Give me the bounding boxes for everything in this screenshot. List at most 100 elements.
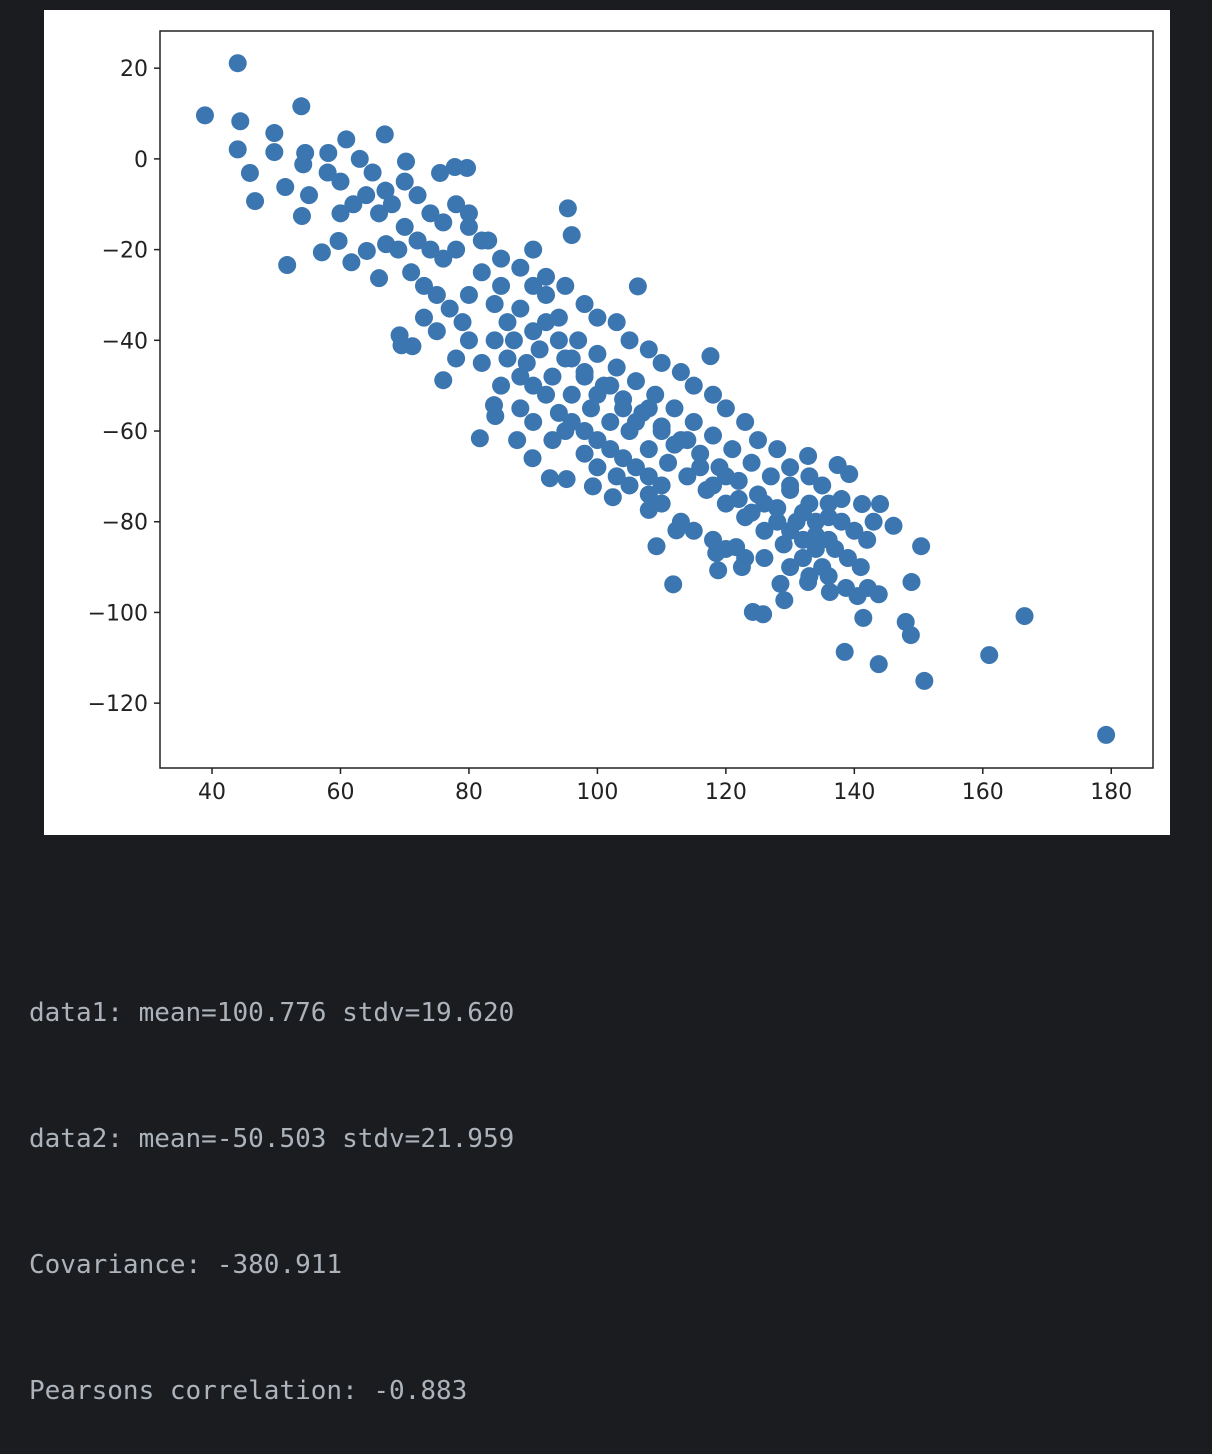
scatter-point — [421, 240, 440, 259]
scatter-point — [265, 143, 284, 162]
scatter-point — [869, 655, 888, 674]
scatter-point — [459, 285, 478, 304]
scatter-point — [569, 331, 588, 350]
scatter-point — [742, 503, 761, 522]
scatter-point — [511, 258, 530, 277]
scatter-point — [472, 231, 491, 250]
scatter-point — [300, 186, 319, 205]
scatter-point — [915, 671, 934, 690]
scatter-point — [723, 440, 742, 459]
scatter-point — [312, 243, 331, 262]
scatter-point — [492, 276, 511, 295]
scatter-point — [781, 458, 800, 477]
scatter-point — [871, 495, 890, 514]
scatter-point — [620, 331, 639, 350]
scatter-point — [793, 549, 812, 568]
scatter-point — [459, 331, 478, 350]
scatter-point — [1097, 725, 1116, 744]
scatter-point — [292, 207, 311, 226]
scatter-point — [562, 226, 581, 245]
scatter-point — [511, 367, 530, 386]
scatter-point — [575, 295, 594, 314]
scatter-point — [557, 470, 576, 489]
scatter-point — [858, 530, 877, 549]
scatter-point — [492, 249, 511, 268]
scatter-point — [652, 353, 671, 372]
scatter-point — [736, 412, 755, 431]
scatter-point — [431, 163, 450, 182]
scatter-point — [389, 240, 408, 259]
scatter-point — [294, 155, 313, 174]
scatter-point — [781, 558, 800, 577]
scatter-point — [761, 467, 780, 486]
y-tick-label: −80 — [102, 511, 148, 536]
scatter-point — [447, 349, 466, 368]
scatter-point — [646, 385, 665, 404]
scatter-point — [701, 347, 720, 366]
x-tick-label: 160 — [962, 780, 1004, 805]
scatter-point — [620, 476, 639, 495]
x-tick-label: 40 — [198, 780, 226, 805]
scatter-point — [704, 530, 723, 549]
scatter-plot: 40 60 80 100 120 140 160 180 200−20−40−60−80−10… — [88, 30, 1154, 805]
scatter-point — [434, 371, 453, 390]
scatter-point — [652, 476, 671, 495]
scatter-point — [709, 561, 728, 580]
scatter-point — [671, 512, 690, 531]
scatter-point — [537, 385, 556, 404]
scatter-point — [575, 367, 594, 386]
scatter-point — [524, 376, 543, 395]
scatter-point — [774, 535, 793, 554]
scatter-point — [524, 240, 543, 259]
scatter-point — [755, 549, 774, 568]
points-layer — [195, 54, 1116, 744]
scatter-point — [684, 521, 703, 540]
scatter-point — [562, 349, 581, 368]
scatter-point — [819, 567, 838, 586]
scatter-point — [626, 412, 645, 431]
scatter-point — [639, 340, 658, 359]
scatter-point — [440, 299, 459, 318]
scatter-point — [453, 313, 472, 332]
scatter-point — [421, 204, 440, 223]
scatter-point — [329, 231, 348, 250]
scatter-point — [820, 583, 839, 602]
scatter-point — [691, 458, 710, 477]
scatter-point — [755, 494, 774, 513]
scatter-point — [704, 385, 723, 404]
scatter-point — [626, 458, 645, 477]
x-tick-label: 140 — [833, 780, 875, 805]
scatter-point — [742, 453, 761, 472]
scatter-point — [626, 372, 645, 391]
scatter-point — [639, 399, 658, 418]
scatter-point — [684, 412, 703, 431]
scatter-point — [832, 512, 851, 531]
scatter-point — [838, 549, 857, 568]
scatter-point — [800, 467, 819, 486]
scatter-point — [376, 181, 395, 200]
y-tick-label: −40 — [102, 329, 148, 354]
scatter-point — [601, 440, 620, 459]
y-tick-label: −120 — [88, 692, 148, 717]
y-tick-label: 0 — [134, 148, 148, 173]
x-tick-label: 120 — [705, 780, 747, 805]
scatter-point — [854, 608, 873, 627]
scatter-point — [755, 521, 774, 540]
output-line-correlation: Pearsons correlation: -0.883 — [29, 1376, 468, 1406]
scatter-point — [614, 449, 633, 468]
scatter-point — [840, 465, 859, 484]
scatter-point — [530, 340, 549, 359]
scatter-point — [537, 267, 556, 286]
scatter-point — [508, 431, 527, 450]
scatter-point — [647, 537, 666, 556]
scatter-point — [884, 516, 903, 535]
scatter-point — [902, 573, 921, 592]
scatter-point — [492, 376, 511, 395]
scatter-point — [736, 549, 755, 568]
scatter-point — [357, 186, 376, 205]
scatter-point — [370, 204, 389, 223]
scatter-point — [472, 263, 491, 282]
scatter-point — [1015, 607, 1034, 626]
scatter-point — [537, 285, 556, 304]
scatter-point — [607, 467, 626, 486]
